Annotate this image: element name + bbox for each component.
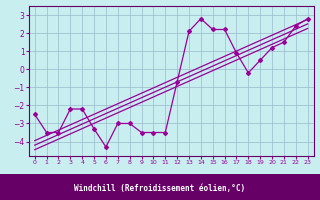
Text: Windchill (Refroidissement éolien,°C): Windchill (Refroidissement éolien,°C): [75, 184, 245, 193]
